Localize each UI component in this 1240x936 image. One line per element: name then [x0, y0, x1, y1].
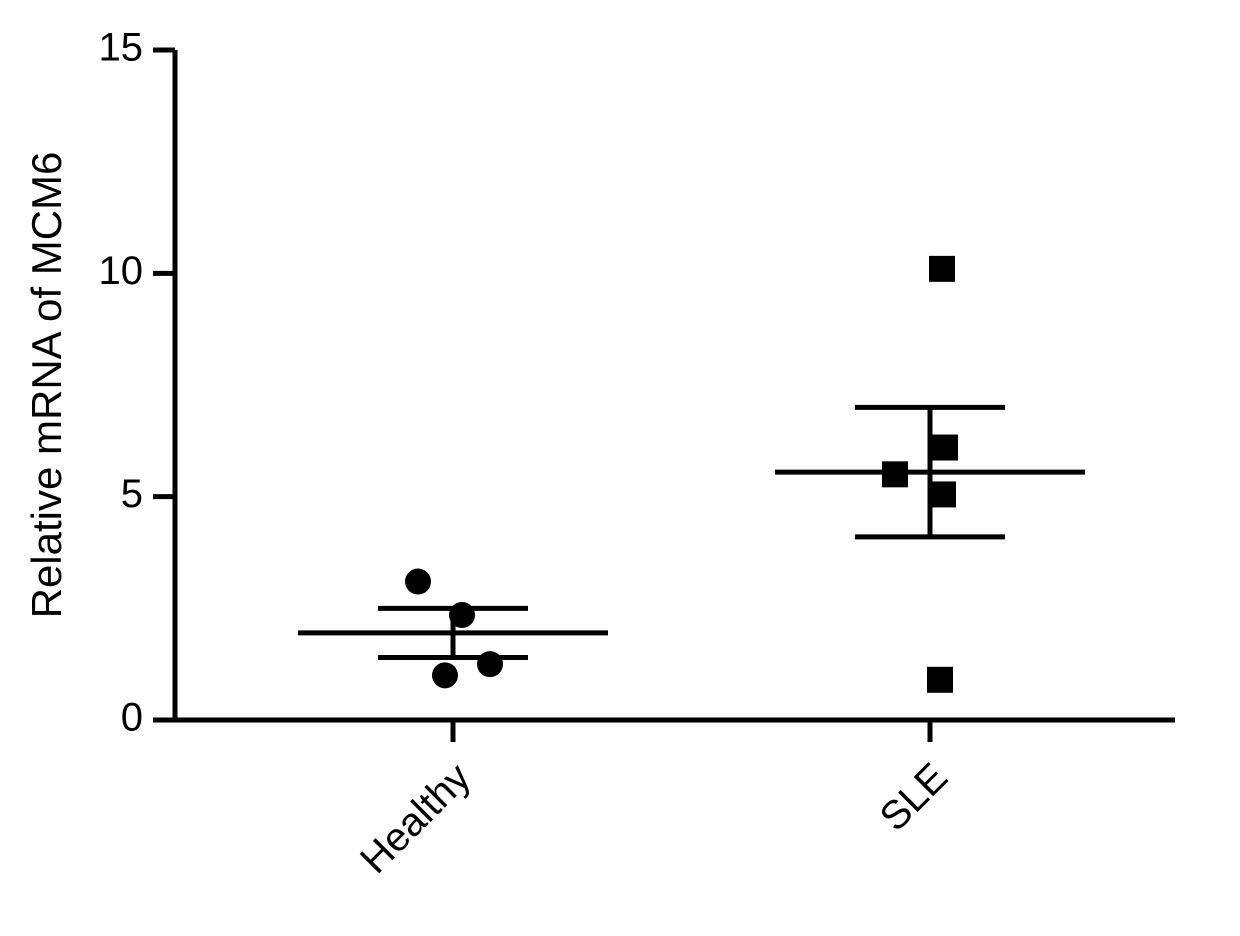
- data-point-square: [929, 256, 955, 282]
- axes: [153, 50, 1175, 742]
- data-points: [298, 256, 1085, 693]
- data-point-square: [882, 461, 908, 487]
- axis-labels: 0 5 10 15 Healthy SLE Relative mRNA of MCM6: [23, 26, 956, 883]
- chart-container: 0 5 10 15 Healthy SLE Relative mRNA of MCM6: [0, 0, 1240, 936]
- data-point-square: [927, 667, 953, 693]
- y-axis-title: Relative mRNA of MCM6: [23, 152, 70, 619]
- data-point-circle: [449, 602, 475, 628]
- y-tick-label: 10: [99, 249, 144, 293]
- x-category-label: Healthy: [352, 755, 479, 882]
- scatter-chart: 0 5 10 15 Healthy SLE Relative mRNA of MCM6: [0, 0, 1240, 936]
- y-tick-label: 5: [121, 472, 143, 516]
- data-point-square: [930, 481, 956, 507]
- x-category-label: SLE: [872, 755, 957, 840]
- data-point-circle: [477, 651, 503, 677]
- data-point-circle: [405, 569, 431, 595]
- y-tick-label: 15: [99, 26, 144, 70]
- y-tick-label: 0: [121, 696, 143, 740]
- data-point-square: [932, 435, 958, 461]
- data-point-circle: [432, 662, 458, 688]
